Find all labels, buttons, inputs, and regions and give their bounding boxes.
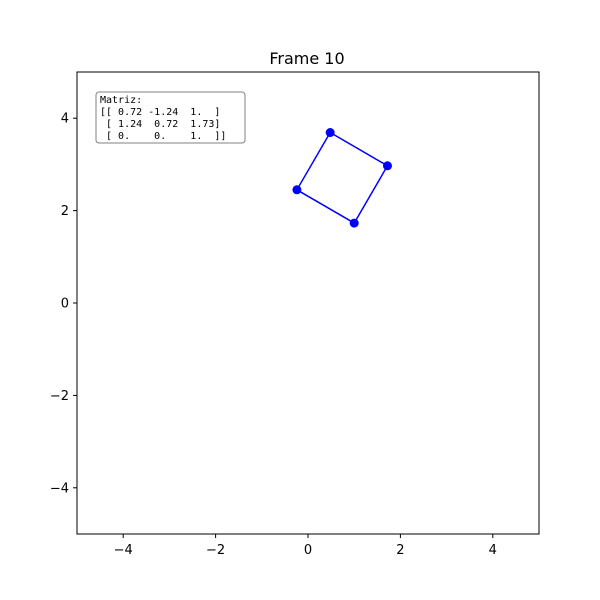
series-layer	[292, 128, 392, 228]
data-point	[382, 161, 392, 171]
data-point	[325, 128, 335, 138]
annotation-line: [ 1.24 0.72 1.73]	[100, 119, 220, 130]
x-tick-label: 0	[304, 543, 312, 558]
chart-title: Frame 10	[269, 49, 344, 68]
y-tick-label: −2	[50, 389, 69, 404]
plot-area	[77, 72, 539, 534]
annotation-line: [[ 0.72 -1.24 1. ]	[100, 107, 220, 118]
y-tick-label: −4	[50, 481, 69, 496]
plot-frame	[76, 71, 540, 535]
x-tick-label: 2	[396, 543, 404, 558]
x-tick-label: −2	[206, 543, 225, 558]
axis-ticks: −4 −2 0 2 4 −4 −2 0 2 4	[50, 112, 497, 558]
data-point	[292, 185, 302, 195]
annotation-line: [ 0. 0. 1. ]]	[100, 131, 226, 142]
y-tick-label: 4	[61, 112, 69, 127]
annotation-box	[95, 91, 246, 144]
x-tick-label: −4	[114, 543, 133, 558]
x-tick-label: 4	[489, 543, 497, 558]
data-point	[349, 218, 359, 228]
matrix-annotation: Matriz: [[ 0.72 -1.24 1. ] [ 1.24 0.72 1…	[95, 91, 246, 144]
y-tick-label: 0	[61, 297, 69, 312]
y-tick-label: 2	[61, 204, 69, 219]
annotation-line: Matriz:	[100, 95, 142, 106]
